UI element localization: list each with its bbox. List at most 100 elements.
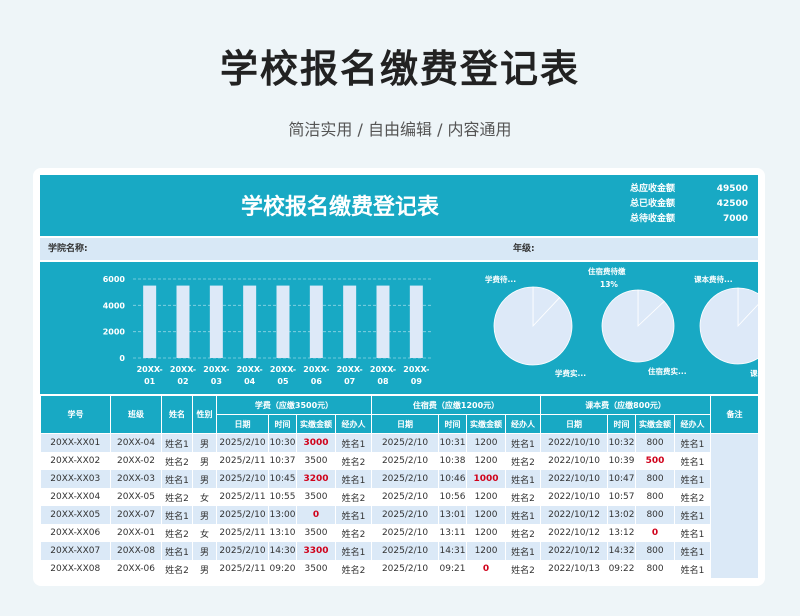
table-cell[interactable]: 2025/2/10 xyxy=(371,488,440,506)
table-cell[interactable]: 姓名1 xyxy=(161,542,193,560)
table-cell[interactable]: 2025/2/10 xyxy=(371,506,440,524)
table-cell[interactable]: 13:10 xyxy=(268,524,297,542)
table-cell[interactable]: 10:39 xyxy=(607,452,637,470)
table-cell[interactable]: 姓名1 xyxy=(505,506,542,524)
table-cell[interactable]: 姓名1 xyxy=(335,542,373,560)
table-cell[interactable]: 20XX-04 xyxy=(110,433,162,452)
table-cell[interactable]: 0 xyxy=(635,524,676,542)
table-cell[interactable]: 2025/2/11 xyxy=(216,452,269,470)
table-cell[interactable]: 2025/2/10 xyxy=(371,524,440,542)
table-cell[interactable]: 2022/10/12 xyxy=(540,524,609,542)
table-cell[interactable]: 800 xyxy=(635,506,676,524)
table-cell[interactable]: 2025/2/10 xyxy=(371,560,440,578)
table-cell[interactable]: 姓名1 xyxy=(335,433,373,452)
table-cell[interactable]: 13:01 xyxy=(438,506,468,524)
table-cell[interactable]: 姓名2 xyxy=(335,488,373,506)
table-cell[interactable]: 姓名2 xyxy=(674,488,712,506)
table-cell[interactable]: 20XX-06 xyxy=(110,560,162,578)
table-cell[interactable]: 3500 xyxy=(296,560,336,578)
table-cell[interactable]: 男 xyxy=(192,506,217,524)
table-cell[interactable]: 姓名1 xyxy=(674,524,712,542)
table-cell[interactable]: 姓名1 xyxy=(505,433,542,452)
table-cell[interactable]: 20XX-02 xyxy=(110,452,162,470)
table-cell[interactable]: 10:56 xyxy=(438,488,468,506)
table-cell[interactable]: 姓名1 xyxy=(335,506,373,524)
table-cell[interactable]: 10:47 xyxy=(607,470,637,488)
table-cell[interactable]: 2025/2/11 xyxy=(216,488,269,506)
table-cell[interactable]: 20XX-XX05 xyxy=(40,506,111,524)
table-cell[interactable]: 姓名1 xyxy=(674,433,712,452)
table-cell[interactable]: 20XX-XX08 xyxy=(40,560,111,578)
table-cell[interactable]: 姓名1 xyxy=(335,470,373,488)
table-cell[interactable]: 2025/2/10 xyxy=(371,470,440,488)
table-cell[interactable]: 10:45 xyxy=(268,470,297,488)
note-cell[interactable] xyxy=(710,524,760,542)
table-cell[interactable]: 女 xyxy=(192,488,217,506)
table-cell[interactable]: 1200 xyxy=(466,506,507,524)
table-cell[interactable]: 800 xyxy=(635,542,676,560)
table-cell[interactable]: 姓名2 xyxy=(335,560,373,578)
table-cell[interactable]: 姓名1 xyxy=(674,506,712,524)
table-cell[interactable]: 20XX-01 xyxy=(110,524,162,542)
table-cell[interactable]: 2025/2/10 xyxy=(371,452,440,470)
table-cell[interactable]: 2025/2/10 xyxy=(216,542,269,560)
table-cell[interactable]: 20XX-XX03 xyxy=(40,470,111,488)
table-cell[interactable]: 2025/2/11 xyxy=(216,524,269,542)
table-cell[interactable]: 女 xyxy=(192,524,217,542)
note-cell[interactable] xyxy=(710,542,760,560)
table-cell[interactable]: 3500 xyxy=(296,488,336,506)
table-cell[interactable]: 3500 xyxy=(296,524,336,542)
table-cell[interactable]: 2025/2/10 xyxy=(216,433,269,452)
table-cell[interactable]: 姓名1 xyxy=(674,560,712,578)
table-cell[interactable]: 13:02 xyxy=(607,506,637,524)
table-cell[interactable]: 姓名2 xyxy=(335,452,373,470)
note-cell[interactable] xyxy=(710,433,760,452)
table-cell[interactable]: 800 xyxy=(635,560,676,578)
table-cell[interactable]: 800 xyxy=(635,470,676,488)
table-cell[interactable]: 男 xyxy=(192,470,217,488)
table-cell[interactable]: 10:30 xyxy=(268,433,297,452)
table-cell[interactable]: 姓名2 xyxy=(161,452,193,470)
table-cell[interactable]: 姓名1 xyxy=(161,433,193,452)
table-cell[interactable]: 13:00 xyxy=(268,506,297,524)
table-cell[interactable]: 20XX-XX06 xyxy=(40,524,111,542)
table-cell[interactable]: 2022/10/12 xyxy=(540,506,609,524)
table-cell[interactable]: 10:55 xyxy=(268,488,297,506)
note-cell[interactable] xyxy=(710,488,760,506)
table-cell[interactable]: 13:12 xyxy=(607,524,637,542)
table-cell[interactable]: 姓名1 xyxy=(505,542,542,560)
table-cell[interactable]: 14:30 xyxy=(268,542,297,560)
table-cell[interactable]: 20XX-05 xyxy=(110,488,162,506)
table-cell[interactable]: 09:21 xyxy=(438,560,468,578)
table-cell[interactable]: 2022/10/10 xyxy=(540,433,609,452)
table-cell[interactable]: 20XX-03 xyxy=(110,470,162,488)
table-cell[interactable]: 1200 xyxy=(466,452,507,470)
table-cell[interactable]: 2025/2/11 xyxy=(216,560,269,578)
table-cell[interactable]: 20XX-XX02 xyxy=(40,452,111,470)
table-cell[interactable]: 1200 xyxy=(466,488,507,506)
table-cell[interactable]: 2025/2/10 xyxy=(371,433,440,452)
table-cell[interactable]: 10:31 xyxy=(438,433,468,452)
table-cell[interactable]: 3000 xyxy=(296,433,336,452)
table-cell[interactable]: 20XX-XX04 xyxy=(40,488,111,506)
table-cell[interactable]: 姓名2 xyxy=(505,488,542,506)
table-cell[interactable]: 2025/2/10 xyxy=(216,506,269,524)
table-cell[interactable]: 20XX-07 xyxy=(110,506,162,524)
table-cell[interactable]: 0 xyxy=(466,560,507,578)
table-cell[interactable]: 男 xyxy=(192,542,217,560)
table-cell[interactable]: 姓名1 xyxy=(674,542,712,560)
table-cell[interactable]: 姓名1 xyxy=(161,470,193,488)
table-cell[interactable]: 2025/2/10 xyxy=(216,470,269,488)
table-cell[interactable]: 0 xyxy=(296,506,336,524)
table-cell[interactable]: 男 xyxy=(192,452,217,470)
table-cell[interactable]: 姓名1 xyxy=(674,452,712,470)
table-cell[interactable]: 2022/10/10 xyxy=(540,470,609,488)
table-cell[interactable]: 姓名1 xyxy=(505,470,542,488)
table-cell[interactable]: 姓名2 xyxy=(505,524,542,542)
note-cell[interactable] xyxy=(710,560,760,578)
table-cell[interactable]: 14:32 xyxy=(607,542,637,560)
table-cell[interactable]: 姓名2 xyxy=(161,488,193,506)
table-cell[interactable]: 1000 xyxy=(466,470,507,488)
table-cell[interactable]: 20XX-XX07 xyxy=(40,542,111,560)
note-cell[interactable] xyxy=(710,470,760,488)
